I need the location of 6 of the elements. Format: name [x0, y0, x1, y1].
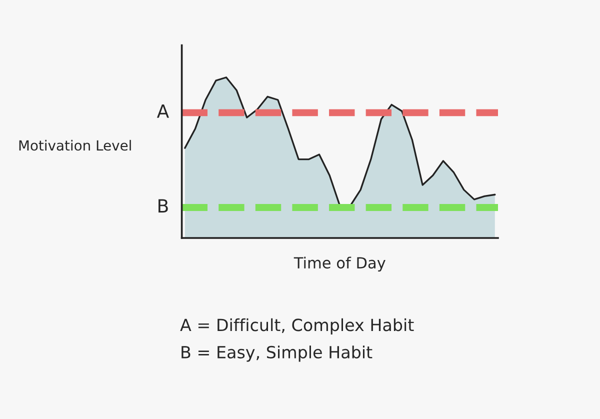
ref-line-label: B: [158, 199, 168, 212]
y-axis-title: Motivation Level: [19, 140, 131, 151]
text: B = Easy, Simple Habit: [182, 346, 372, 362]
text: A = Difficult, Complex Habit: [180, 318, 414, 334]
x-axis-title: Time of Day: [294, 256, 386, 272]
ref-line-label: A: [156, 104, 169, 118]
